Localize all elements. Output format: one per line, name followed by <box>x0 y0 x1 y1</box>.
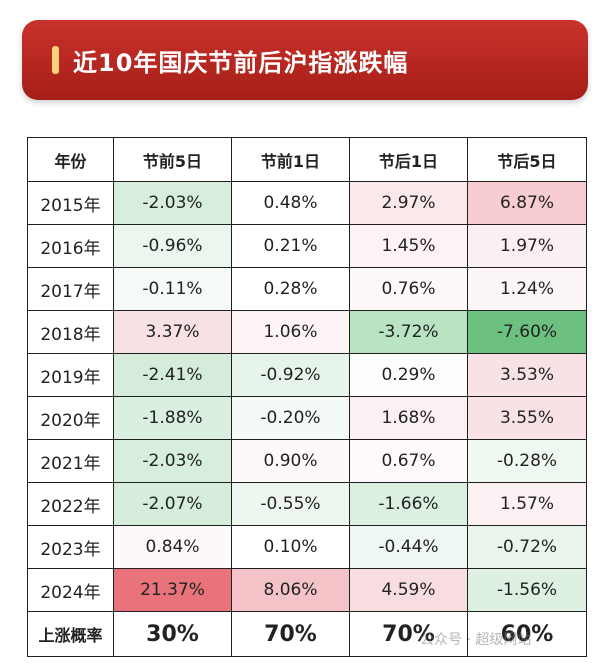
value-cell: 0.84% <box>113 525 232 569</box>
value-cell: 6.87% <box>467 181 587 225</box>
value-cell: 0.76% <box>349 267 468 311</box>
value-cell: -0.11% <box>113 267 232 311</box>
value-cell: 0.29% <box>349 353 468 397</box>
value-cell: 0.48% <box>231 181 350 225</box>
value-cell: 0.67% <box>349 439 468 483</box>
year-cell: 2023年 <box>27 525 114 569</box>
value-cell: -0.20% <box>231 396 350 440</box>
value-cell: 8.06% <box>231 568 350 612</box>
value-cell: -2.07% <box>113 482 232 526</box>
table-row: 2024年 21.37% 8.06% 4.59% -1.56% <box>27 568 587 612</box>
table-row: 2017年 -0.11% 0.28% 0.76% 1.24% <box>27 267 587 311</box>
value-cell: 21.37% <box>113 568 232 612</box>
table-row: 2022年 -2.07% -0.55% -1.66% 1.57% <box>27 482 587 526</box>
year-cell: 2017年 <box>27 267 114 311</box>
table-header-row: 年份 节前5日 节前1日 节后1日 节后5日 <box>27 137 587 182</box>
value-cell: -2.03% <box>113 181 232 225</box>
year-cell: 2018年 <box>27 310 114 354</box>
year-cell: 2021年 <box>27 439 114 483</box>
value-cell: -0.92% <box>231 353 350 397</box>
header-pre1: 节前1日 <box>231 137 350 182</box>
value-cell: 1.24% <box>467 267 587 311</box>
value-cell: 1.06% <box>231 310 350 354</box>
value-cell: 1.57% <box>467 482 587 526</box>
value-cell: -2.03% <box>113 439 232 483</box>
value-cell: 3.53% <box>467 353 587 397</box>
value-cell: -1.66% <box>349 482 468 526</box>
value-cell: 1.97% <box>467 224 587 268</box>
year-cell: 2022年 <box>27 482 114 526</box>
table-row: 2015年 -2.03% 0.48% 2.97% 6.87% <box>27 181 587 225</box>
value-cell: -0.96% <box>113 224 232 268</box>
value-cell: 0.10% <box>231 525 350 569</box>
value-cell: -2.41% <box>113 353 232 397</box>
year-cell: 2024年 <box>27 568 114 612</box>
table-row: 2020年 -1.88% -0.20% 1.68% 3.55% <box>27 396 587 440</box>
year-cell: 2016年 <box>27 224 114 268</box>
value-cell: 0.28% <box>231 267 350 311</box>
probability-label: 上涨概率 <box>27 611 114 657</box>
value-cell: 1.68% <box>349 396 468 440</box>
table-row: 2018年 3.37% 1.06% -3.72% -7.60% <box>27 310 587 354</box>
value-cell: -7.60% <box>467 310 587 354</box>
value-cell: 2.97% <box>349 181 468 225</box>
value-cell: 3.55% <box>467 396 587 440</box>
year-cell: 2015年 <box>27 181 114 225</box>
change-table: 年份 节前5日 节前1日 节后1日 节后5日 2015年 -2.03% 0.48… <box>27 137 587 657</box>
title-banner: 近10年国庆节前后沪指涨跌幅 <box>22 20 588 100</box>
probability-pre5: 30% <box>113 611 232 657</box>
table-row: 2016年 -0.96% 0.21% 1.45% 1.97% <box>27 224 587 268</box>
table-row: 2023年 0.84% 0.10% -0.44% -0.72% <box>27 525 587 569</box>
value-cell: -0.55% <box>231 482 350 526</box>
value-cell: -0.28% <box>467 439 587 483</box>
probability-row: 上涨概率 30% 70% 70% 60% <box>27 611 587 657</box>
table-row: 2021年 -2.03% 0.90% 0.67% -0.28% <box>27 439 587 483</box>
header-year: 年份 <box>27 137 114 182</box>
value-cell: -0.44% <box>349 525 468 569</box>
value-cell: -1.88% <box>113 396 232 440</box>
value-cell: 4.59% <box>349 568 468 612</box>
value-cell: -1.56% <box>467 568 587 612</box>
value-cell: -3.72% <box>349 310 468 354</box>
year-cell: 2020年 <box>27 396 114 440</box>
banner-accent-mark <box>52 46 59 74</box>
value-cell: 3.37% <box>113 310 232 354</box>
table-row: 2019年 -2.41% -0.92% 0.29% 3.53% <box>27 353 587 397</box>
probability-post1: 70% <box>349 611 468 657</box>
page-title: 近10年国庆节前后沪指涨跌幅 <box>73 48 409 77</box>
value-cell: 0.90% <box>231 439 350 483</box>
value-cell: 1.45% <box>349 224 468 268</box>
year-cell: 2019年 <box>27 353 114 397</box>
probability-post5: 60% <box>467 611 587 657</box>
probability-pre1: 70% <box>231 611 350 657</box>
header-post5: 节后5日 <box>467 137 587 182</box>
watermark-text: 公众号 · 超级网站 <box>420 632 532 648</box>
value-cell: 0.21% <box>231 224 350 268</box>
value-cell: -0.72% <box>467 525 587 569</box>
header-post1: 节后1日 <box>349 137 468 182</box>
header-pre5: 节前5日 <box>113 137 232 182</box>
